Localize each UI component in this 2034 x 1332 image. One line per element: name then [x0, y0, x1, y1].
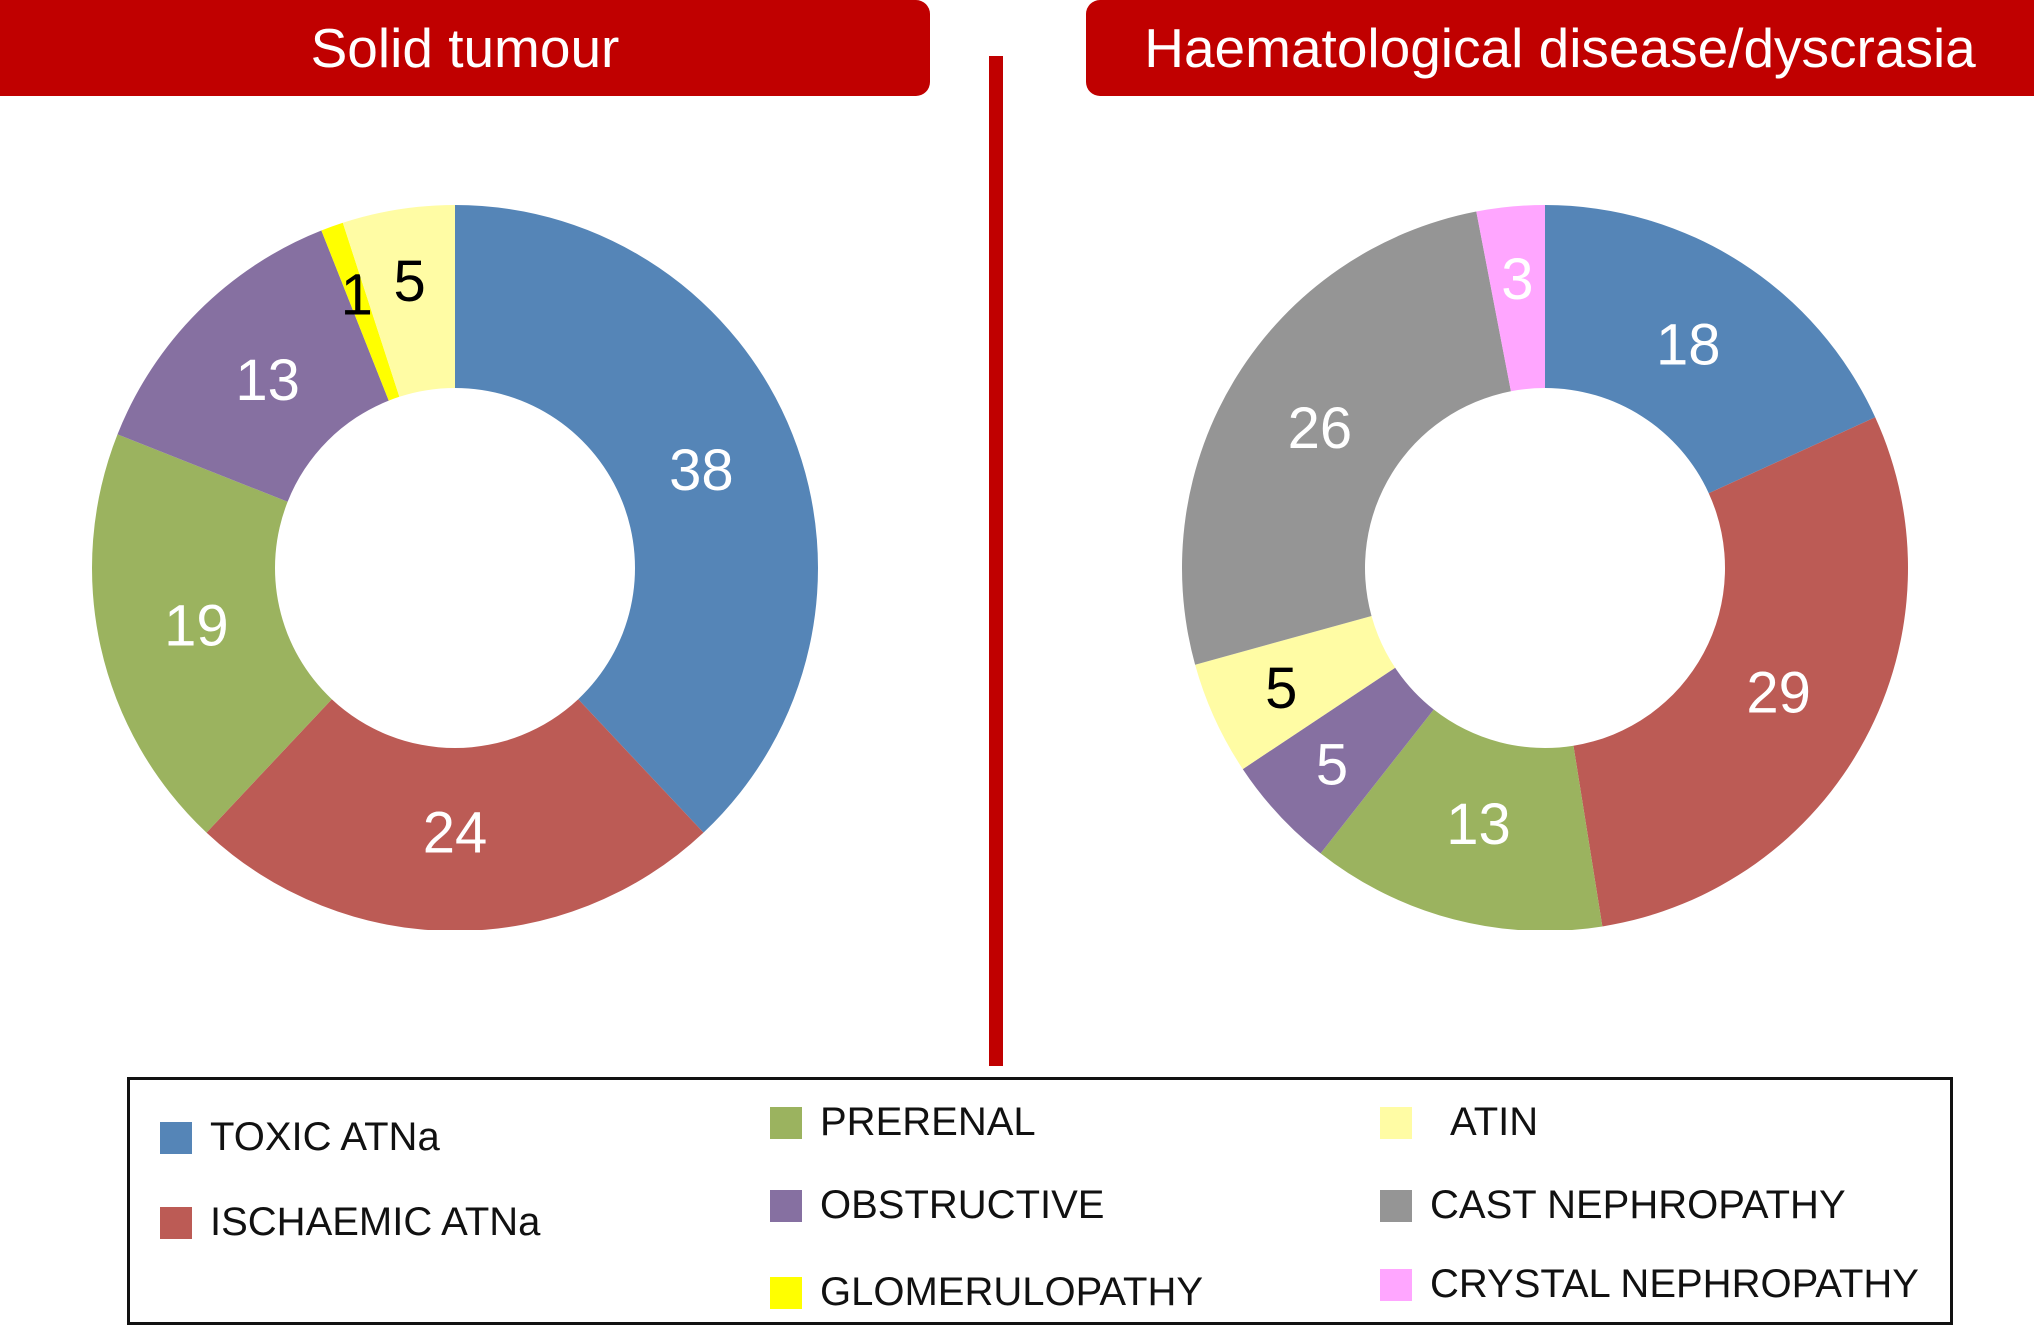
legend-swatch [160, 1206, 192, 1239]
slice-value-label: 5 [394, 249, 426, 314]
legend-label: ATIN [1450, 1100, 1539, 1144]
slice-glomerulopathy [321, 222, 400, 401]
slice-atin [342, 205, 455, 397]
legend-label: OBSTRUCTIVE [820, 1183, 1105, 1227]
slice-value-label: 38 [669, 438, 734, 503]
haematological-donut-chart: 18 29 13 55 26 3 [1182, 205, 1908, 930]
slice-value-label: 18 [1656, 313, 1721, 378]
legend: TOXIC ATNa ISCHAEMIC ATNa PRERENAL OBSTR… [127, 1077, 1953, 1325]
slice-ischaemic-atna [206, 699, 704, 930]
divider-line [989, 56, 1003, 1066]
slice-prerenal [92, 434, 332, 833]
legend-item-cast-nephropathy: CAST NEPHROPATHY [1380, 1183, 1846, 1228]
legend-item-ischaemic-atna: ISCHAEMIC ATNa [160, 1200, 540, 1245]
legend-swatch [1380, 1106, 1412, 1139]
slice-value-label: 5 [1316, 732, 1348, 797]
haematological-title: Haematological disease/dyscrasia [1086, 0, 2034, 96]
legend-swatch [160, 1121, 192, 1154]
slice-cast-nephropathy [1182, 211, 1511, 665]
legend-label: PRERENAL [820, 1100, 1036, 1144]
solid-tumour-title: Solid tumour [0, 0, 930, 96]
slice-toxic-atna [1545, 205, 1876, 494]
slice-obstructive [117, 230, 389, 502]
slice-value-label: 13 [235, 348, 300, 413]
legend-item-obstructive: OBSTRUCTIVE [770, 1183, 1104, 1228]
slice-value-label: 19 [164, 593, 229, 658]
slice-obstructive [1242, 667, 1434, 854]
slice-toxic-atna [455, 205, 818, 833]
slice-value-label: 3 [1501, 247, 1533, 312]
legend-swatch [1380, 1268, 1412, 1301]
legend-item-glomerulopathy: GLOMERULOPATHY [770, 1270, 1203, 1315]
legend-label: CAST NEPHROPATHY [1430, 1183, 1846, 1227]
slice-value-label: 29 [1746, 661, 1811, 726]
slice-ischaemic-atna [1573, 417, 1908, 927]
slice-crystal-nephropathy [1476, 205, 1545, 392]
legend-swatch [770, 1189, 802, 1222]
legend-label: TOXIC ATNa [210, 1115, 440, 1159]
slice-value-label: 5 [1265, 656, 1297, 721]
legend-item-atin: ATIN [1380, 1100, 1538, 1145]
legend-swatch [1380, 1189, 1412, 1222]
slice-value-label: 26 [1288, 396, 1353, 461]
legend-label: ISCHAEMIC ATNa [210, 1200, 541, 1244]
legend-swatch [770, 1276, 802, 1309]
slice-value-label: 13 [1446, 792, 1511, 857]
slice-atin [1195, 615, 1396, 770]
legend-label: CRYSTAL NEPHROPATHY [1430, 1262, 1919, 1306]
legend-swatch [770, 1106, 802, 1139]
slice-prerenal [1320, 709, 1603, 930]
legend-item-prerenal: PRERENAL [770, 1100, 1036, 1145]
legend-item-crystal-nephropathy: CRYSTAL NEPHROPATHY [1380, 1262, 1919, 1307]
legend-label: GLOMERULOPATHY [820, 1270, 1204, 1314]
legend-item-toxic-atna: TOXIC ATNa [160, 1115, 440, 1160]
slice-value-label: 24 [423, 801, 488, 866]
